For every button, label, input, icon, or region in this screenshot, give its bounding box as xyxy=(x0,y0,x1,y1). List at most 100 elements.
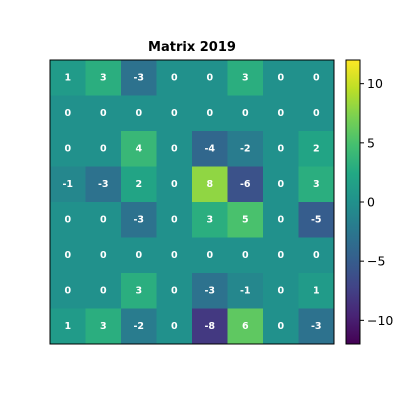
heatmap-cell xyxy=(85,95,122,132)
cell-value-label: 0 xyxy=(277,108,284,119)
heatmap-cell xyxy=(85,60,122,96)
cell-value-label: -3 xyxy=(98,179,109,190)
heatmap-cell xyxy=(156,202,193,238)
cell-value-label: -1 xyxy=(240,285,251,296)
heatmap-cell xyxy=(85,273,122,309)
cell-value-label: 1 xyxy=(313,285,320,296)
cell-value-label: 3 xyxy=(100,72,107,83)
cell-value-label: 0 xyxy=(100,143,107,154)
heatmap-cell xyxy=(156,166,193,203)
cell-value-label: -3 xyxy=(204,285,215,296)
heatmap-cell xyxy=(121,308,157,345)
cell-value-label: 0 xyxy=(313,250,320,261)
heatmap-cell xyxy=(298,166,335,203)
heatmap-cell xyxy=(227,60,264,96)
cell-value-label: 3 xyxy=(100,321,107,332)
heatmap-cell xyxy=(298,237,335,274)
heatmap-cell xyxy=(156,273,193,309)
cell-value-label: 0 xyxy=(64,250,71,261)
colorbar-ticks: −10 −5 0 5 10 xyxy=(360,76,393,328)
heatmap-cell xyxy=(156,237,193,274)
heatmap-cell xyxy=(192,60,228,96)
colorbar xyxy=(346,60,360,344)
heatmap-cell xyxy=(121,273,157,309)
cell-value-label: 0 xyxy=(64,285,71,296)
heatmap-cell xyxy=(156,131,193,167)
heatmap-cell xyxy=(156,60,193,96)
heatmap-cell xyxy=(298,131,335,167)
heatmap-cell xyxy=(298,202,335,238)
heatmap-cell xyxy=(121,95,157,132)
heatmap-cell xyxy=(227,166,264,203)
cell-value-label: 2 xyxy=(313,143,320,154)
plot-frame xyxy=(49,59,335,345)
heatmap-cell xyxy=(298,95,335,132)
cell-value-label: 5 xyxy=(242,214,249,225)
cell-value-label: 1 xyxy=(64,321,71,332)
cell-value-label: 0 xyxy=(206,250,213,261)
heatmap-cell xyxy=(50,308,86,345)
cell-value-label: 0 xyxy=(277,285,284,296)
cell-value-label: -6 xyxy=(240,179,251,190)
cell-value-label: 3 xyxy=(206,214,213,225)
cell-value-label: -2 xyxy=(133,321,144,332)
cell-value-label: 0 xyxy=(277,179,284,190)
cell-value-label: -4 xyxy=(204,143,215,154)
heatmap-cell xyxy=(227,202,264,238)
cell-value-label: -2 xyxy=(240,143,251,154)
cell-value-label: 0 xyxy=(100,285,107,296)
cell-value-label: 0 xyxy=(100,214,107,225)
cell-value-label: 0 xyxy=(64,143,71,154)
cell-value-label: -3 xyxy=(311,321,322,332)
cell-value-label: 0 xyxy=(206,72,213,83)
heatmap-cell xyxy=(192,273,228,309)
cell-value-label: 0 xyxy=(100,250,107,261)
heatmap-cell xyxy=(227,273,264,309)
heatmap-cell xyxy=(121,202,157,238)
cell-value-label: 0 xyxy=(277,250,284,261)
cell-value-label: 0 xyxy=(171,250,178,261)
cell-value-label: 0 xyxy=(313,108,320,119)
heatmap-cell xyxy=(156,308,193,345)
cell-value-label: 0 xyxy=(135,108,142,119)
heatmap-cell xyxy=(85,166,122,203)
heatmap-cell xyxy=(50,273,86,309)
cell-value-label: 0 xyxy=(242,108,249,119)
cell-value-label: 0 xyxy=(135,250,142,261)
cell-value-label: 0 xyxy=(171,321,178,332)
chart-title: Matrix 2019 xyxy=(148,40,236,55)
cell-value-label: 6 xyxy=(242,321,249,332)
heatmap-cell xyxy=(121,60,157,96)
cell-value-label: 0 xyxy=(277,143,284,154)
cell-value-label: 0 xyxy=(277,72,284,83)
heatmap-cell xyxy=(263,131,299,167)
heatmap-cell xyxy=(192,237,228,274)
cell-value-label: 0 xyxy=(64,214,71,225)
heatmap-cell xyxy=(85,308,122,345)
cell-value-label: 0 xyxy=(100,108,107,119)
heatmap-cell xyxy=(50,95,86,132)
colorbar-tick-label: −5 xyxy=(367,254,385,269)
heatmap-cell xyxy=(263,60,299,96)
cell-value-label: 0 xyxy=(171,143,178,154)
heatmap-cell xyxy=(192,131,228,167)
cell-value-label: 0 xyxy=(171,179,178,190)
heatmap-cell xyxy=(50,202,86,238)
cell-value-label: 4 xyxy=(135,143,142,154)
cell-value-label: 8 xyxy=(206,179,213,190)
heatmap-cell xyxy=(50,131,86,167)
cell-value-label: -5 xyxy=(311,214,322,225)
cell-value-label: 0 xyxy=(171,72,178,83)
cell-value-label: 3 xyxy=(313,179,320,190)
heatmap-cell xyxy=(263,202,299,238)
heatmap-cell xyxy=(85,202,122,238)
heatmap-cell xyxy=(50,166,86,203)
heatmap-cell xyxy=(263,95,299,132)
heatmap-cell xyxy=(85,131,122,167)
heatmap-cell xyxy=(192,166,228,203)
cell-value-label: -8 xyxy=(204,321,215,332)
heatmap-cell-labels: 1 3 -3 0 0 3 0 0 0 0 0 0 0 0 0 0 0 0 4 0 -4 -2 0 2 -1 -3 2 0 8 -6 0 3 0 0… xyxy=(62,72,321,332)
cell-value-label: -3 xyxy=(133,214,144,225)
heatmap-cell xyxy=(298,60,335,96)
